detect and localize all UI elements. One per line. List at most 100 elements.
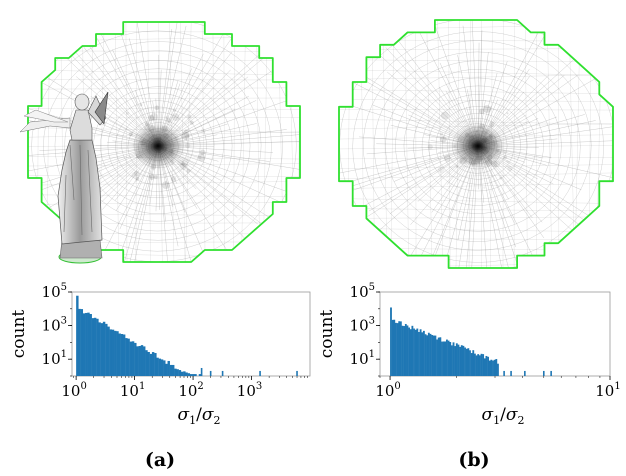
histogram-bar	[482, 354, 485, 376]
mesh-parameterization-b	[338, 19, 614, 269]
histogram-bar	[459, 346, 462, 376]
histogram-bar	[156, 357, 159, 376]
y-tick-label: 103	[42, 316, 67, 335]
histogram-bar	[391, 319, 394, 376]
histogram-bar	[395, 322, 397, 376]
histogram-bar	[169, 364, 173, 376]
histogram-bar	[477, 354, 480, 376]
histogram-bar	[221, 370, 224, 376]
y-axis-label: count	[9, 310, 29, 359]
statue-model-image	[19, 91, 109, 264]
y-tick-label: 105	[350, 282, 375, 301]
panel-label-a: (a)	[145, 449, 175, 471]
x-tick-label: 100	[375, 381, 400, 400]
histogram-bar	[129, 341, 133, 376]
histogram-bar	[96, 318, 99, 376]
histogram-bar	[432, 335, 435, 376]
histogram-bar	[143, 346, 146, 376]
x-axis-label: σ1/σ2	[178, 405, 221, 427]
histogram-bar	[178, 370, 182, 376]
histogram-bar	[390, 307, 392, 376]
histogram-bar	[452, 342, 455, 376]
histogram-bar	[87, 312, 90, 376]
y-tick-label: 103	[350, 316, 375, 335]
histogram-bar	[122, 334, 126, 376]
histogram-bar	[158, 358, 162, 376]
histogram-bar	[401, 325, 404, 376]
histogram-bar	[550, 370, 552, 376]
histogram-bar	[89, 314, 92, 376]
histogram-bar	[447, 340, 450, 376]
histogram-bar	[176, 369, 179, 376]
mesh-parameterization-a	[27, 21, 301, 263]
x-axis-label: σ1/σ2	[482, 405, 525, 427]
histogram-bar	[475, 355, 478, 376]
histogram-bar	[403, 326, 406, 376]
histogram-bar	[473, 353, 476, 376]
histogram-bar	[404, 323, 407, 376]
histogram-bar	[426, 335, 429, 376]
histogram-bar	[111, 329, 115, 376]
histogram-bar	[167, 360, 170, 376]
histogram-bar	[414, 329, 417, 376]
histogram-bar	[409, 329, 412, 376]
histogram-bar	[76, 295, 79, 376]
histogram-bar	[134, 342, 137, 376]
histogram-bar	[421, 332, 424, 376]
histogram-bar	[542, 370, 545, 376]
histogram-bar	[194, 374, 197, 376]
histogram-bar	[183, 371, 186, 376]
histogram-bar	[431, 335, 434, 376]
histogram-bar	[85, 312, 88, 376]
histogram-bar	[154, 353, 157, 376]
histogram-bar	[493, 359, 496, 376]
histogram-bar	[198, 374, 202, 376]
histogram-bar	[446, 339, 448, 376]
histogram-bar	[487, 356, 489, 376]
histogram-bar	[259, 370, 261, 376]
histogram-bar	[80, 309, 84, 376]
histogram-bar	[465, 348, 468, 376]
y-tick-label: 101	[42, 349, 67, 368]
histogram-bar	[492, 360, 494, 376]
histogram-bar	[200, 367, 203, 376]
histogram-bar	[125, 338, 128, 376]
histogram-bar	[483, 358, 486, 376]
histogram-bar	[467, 348, 470, 376]
y-tick-label: 101	[350, 349, 375, 368]
histogram-bar	[107, 326, 110, 376]
histogram-bar	[495, 359, 498, 376]
histogram-bar	[102, 321, 106, 376]
histogram-bar	[140, 345, 144, 376]
histogram-bar	[454, 346, 457, 376]
histogram-bar	[399, 321, 402, 376]
histogram-bar	[437, 337, 440, 376]
histogram-bar	[192, 374, 195, 376]
histogram-bar	[91, 318, 95, 376]
histogram-bar	[131, 341, 135, 376]
histogram-bar	[441, 341, 443, 376]
histogram-bar	[82, 313, 86, 376]
mesh-b-interior	[339, 20, 613, 268]
histogram-bar	[393, 319, 396, 376]
histogram-bar	[116, 331, 119, 376]
panel-label-b: (b)	[458, 449, 489, 471]
histogram-bar	[470, 353, 473, 376]
mesh-a-interior	[28, 22, 300, 262]
y-tick-label: 105	[42, 282, 67, 301]
histogram-bar	[439, 337, 442, 376]
histogram-bar	[209, 370, 212, 376]
histogram-bar	[478, 355, 481, 376]
histogram-bar	[174, 368, 177, 376]
histogram-bar	[424, 334, 427, 376]
histogram-bar	[472, 350, 475, 376]
histogram-bar	[98, 322, 101, 376]
histogram-bar	[165, 363, 168, 376]
histogram-bar	[411, 325, 414, 376]
histogram-bar	[118, 333, 121, 376]
histogram-bar	[136, 346, 139, 376]
histogram-bar	[510, 370, 512, 376]
